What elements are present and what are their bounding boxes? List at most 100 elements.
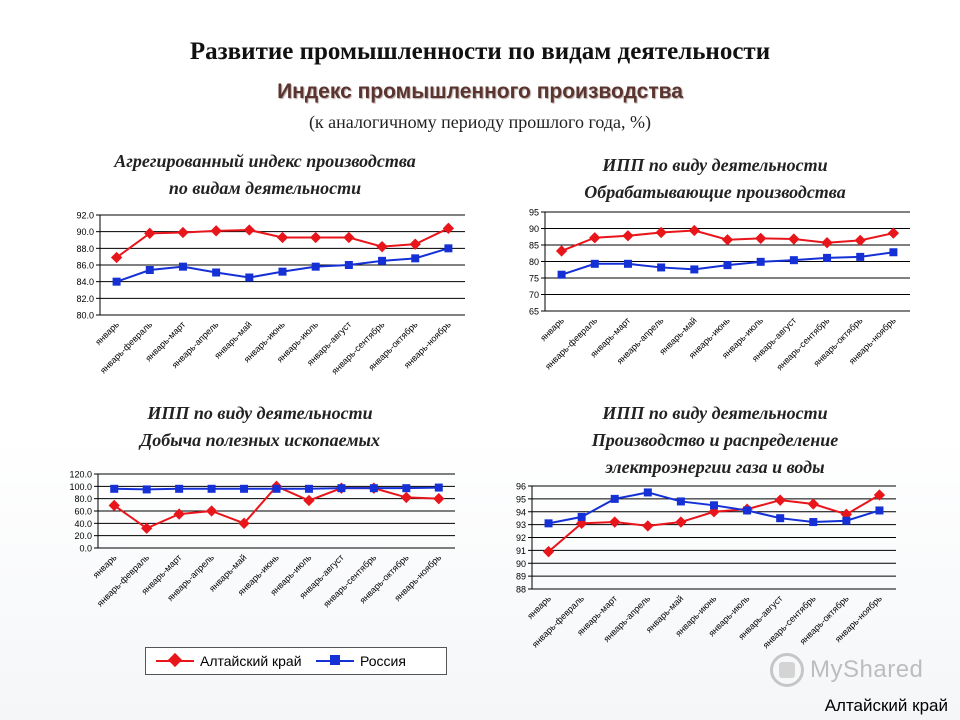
chart-2-point-russia (789, 256, 798, 265)
chart-3-point-altai (238, 517, 250, 529)
chart-2-y-tick-label: 75 (529, 274, 539, 284)
chart-3-point-russia (207, 484, 216, 493)
chart-4-point-altai (675, 516, 687, 528)
chart-1-point-altai (144, 227, 156, 239)
chart-4-point-altai (807, 498, 819, 510)
watermark-logo-icon (770, 653, 804, 687)
chart-2-y-tick-label: 65 (529, 307, 539, 317)
chart-2-y-tick-label: 85 (529, 241, 539, 251)
chart-1-point-altai (210, 225, 222, 237)
chart-4-y-tick-label: 95 (516, 494, 526, 504)
chart-2-y-tick-label: 90 (529, 224, 539, 234)
chart-1-y-tick-label: 82.0 (76, 294, 94, 304)
chart-1-point-russia (311, 262, 320, 271)
chart-2-point-russia (657, 263, 666, 272)
chart-3-point-russia (369, 484, 378, 493)
legend-line-russia (316, 655, 354, 665)
page-title: Развитие промышленности по видам деятель… (189, 38, 771, 65)
legend-item-altai: Алтайский край (156, 652, 302, 670)
chart-3-title: ИПП по виду деятельности Добыча полезных… (50, 400, 470, 454)
chart-3-y-tick-label: 100.0 (69, 482, 92, 492)
chart-2-title-line-2: Обрабатывающие производства (584, 182, 846, 202)
chart-4-point-altai (873, 489, 886, 501)
chart-3-y-tick-label: 80.0 (74, 494, 92, 504)
chart-4-point-russia (544, 519, 553, 528)
chart-1-point-russia (278, 267, 287, 276)
chart-4-point-russia (643, 488, 652, 497)
chart-3-y-tick-label: 60.0 (74, 507, 92, 517)
chart-2-point-altai (555, 245, 568, 257)
chart-2-point-altai (622, 230, 634, 242)
chart-3-y-tick-label: 0.0 (79, 544, 92, 554)
chart-3-title-line-1: ИПП по виду деятельности (147, 403, 373, 423)
region-label: Алтайский край (824, 696, 948, 715)
chart-2-point-altai (887, 227, 900, 239)
chart-4-x-tick-label: январь (525, 593, 553, 621)
chart-4-point-russia (842, 516, 851, 525)
chart-4-title-line-2: Производство и распределение (591, 430, 839, 450)
chart-2-point-russia (690, 265, 699, 274)
chart-3-point-russia (304, 484, 313, 493)
chart-2-point-altai (821, 237, 833, 249)
legend-label-altai: Алтайский край (200, 653, 302, 669)
legend-marker-russia (330, 655, 340, 665)
chart-2-point-altai (755, 232, 767, 245)
chart-1-point-russia (145, 266, 154, 274)
chart-4-point-russia (710, 501, 718, 510)
chart-4-title: ИПП по виду деятельности Производство и … (505, 400, 925, 481)
chart-4-title-line-3: электроэнергии газа и воды (605, 457, 825, 477)
chart-3-point-russia (402, 484, 411, 493)
chart-1-title-line-1: Агрегированный индекс производства (114, 151, 416, 171)
chart-2-point-russia (856, 252, 865, 261)
chart-4-point-russia (743, 506, 752, 515)
chart-4-y-tick-label: 93 (516, 520, 526, 530)
chart-3-x-tick-label: январь (91, 552, 119, 580)
chart-3-point-russia (337, 484, 346, 493)
chart-1-y-tick-label: 92.0 (76, 211, 94, 221)
chart-4-point-altai (774, 494, 786, 506)
chart-2-point-russia (823, 253, 832, 262)
chart-1-title: Агрегированный индекс производства по ви… (55, 148, 475, 202)
chart-1-y-tick-label: 80.0 (76, 311, 94, 321)
chart-2-point-russia (623, 259, 632, 268)
chart-2-point-russia (557, 270, 566, 279)
chart-3-point-altai (173, 508, 185, 520)
chart-1-point-russia (378, 256, 387, 265)
chart-4-point-altai (609, 516, 621, 528)
chart-2-x-tick-label: январь (538, 315, 566, 343)
chart-4-y-tick-label: 96 (516, 482, 526, 492)
chart-2-point-altai (688, 224, 700, 237)
chart-2-y-tick-label: 95 (529, 208, 539, 218)
chart-1-point-russia (212, 268, 221, 277)
chart-4-point-altai (542, 546, 555, 558)
legend: Алтайский край Россия (145, 647, 447, 675)
chart-4-point-russia (610, 494, 619, 503)
chart-4-y-tick-label: 92 (516, 533, 526, 543)
chart-2-point-russia (723, 261, 732, 270)
chart-1-point-altai (243, 224, 255, 236)
chart-4-y-tick-label: 90 (516, 559, 526, 569)
chart-2-point-altai (589, 232, 601, 244)
chart-4-point-russia (676, 497, 685, 506)
chart-1-y-tick-label: 88.0 (76, 244, 94, 254)
chart-3-point-russia (142, 485, 151, 494)
chart-1-point-altai (343, 231, 355, 244)
chart-2-y-tick-label: 80 (529, 257, 539, 267)
chart-3-point-russia (272, 484, 281, 493)
chart-1-point-russia (178, 262, 187, 271)
chart-4-y-tick-label: 88 (516, 585, 526, 595)
watermark: MyShared (770, 650, 923, 690)
page-note: (к аналогичному периоду прошлого года, %… (308, 112, 652, 132)
chart-4-point-russia (875, 506, 884, 515)
chart-4-point-russia (809, 518, 818, 527)
chart-1-y-tick-label: 90.0 (76, 227, 94, 237)
chart-3-point-russia (434, 483, 443, 492)
legend-label-russia: Россия (360, 653, 406, 669)
chart-1-point-altai (276, 231, 289, 244)
chart-3-point-altai (141, 522, 153, 534)
chart-3-point-altai (205, 505, 218, 517)
chart-2-point-russia (889, 248, 898, 257)
legend-marker-altai (167, 652, 183, 668)
